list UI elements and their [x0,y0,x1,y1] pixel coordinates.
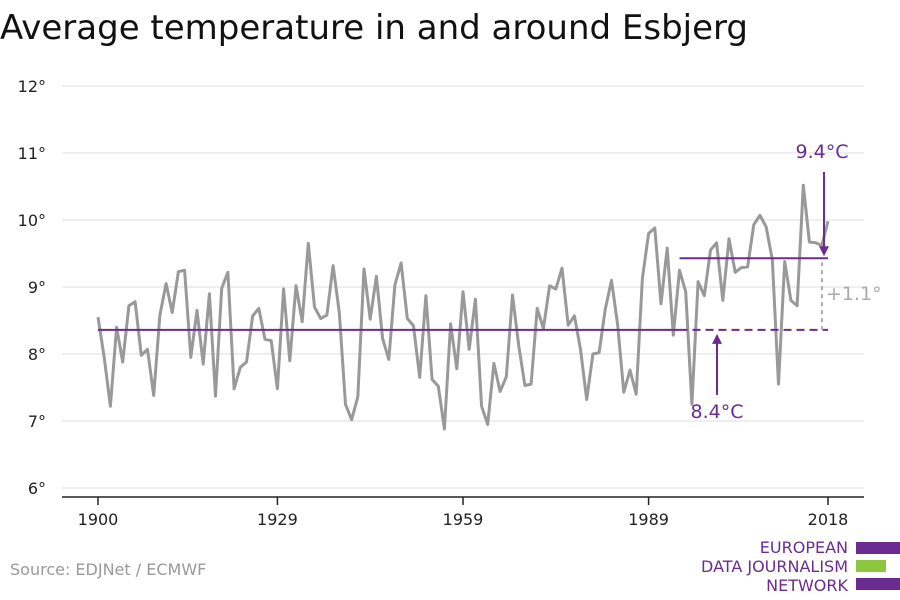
line-chart: 6° 7° 8° 9° 10° 11° 12° 1900 1929 1959 1989 2018 +… [18,77,882,529]
series-layer [96,183,830,431]
baseline-average-arrowhead [712,333,722,344]
x-tick-label-1900: 1900 [78,510,119,529]
x-tick-label-1929: 1929 [257,510,298,529]
difference-label: +1.1° [826,283,882,305]
source-note: Source: EDJNet / ECMWF [10,560,207,579]
baseline-average-label: 8.4°C [691,401,744,423]
y-tick-label-8: 8° [28,345,46,364]
y-tick-label-9: 9° [28,278,46,297]
x-tick-label-1989: 1989 [628,510,669,529]
logo-bar-purple-top [856,542,900,554]
temperature-series-line [96,183,830,431]
recent-average-arrowhead [819,246,829,257]
y-tick-label-6: 6° [28,479,46,498]
x-axis: 1900 1929 1959 1989 2018 [62,496,864,529]
recent-average-label: 9.4°C [796,141,849,163]
logo-line-1: EUROPEAN [759,538,848,557]
annotations-layer: +1.1° 9.4°C 8.4°C [98,141,882,423]
chart-title: Average temperature in and around Esbjer… [0,8,748,48]
y-tick-label-7: 7° [28,412,46,431]
y-tick-label-10: 10° [18,211,46,230]
y-tick-label-11: 11° [18,144,46,163]
logo-line-2: DATA JOURNALISM [701,557,848,576]
x-tick-label-2018: 2018 [808,510,849,529]
logo-line-3: NETWORK [766,576,848,595]
logo-bar-purple-bottom [856,578,900,590]
y-axis-ticks: 6° 7° 8° 9° 10° 11° 12° [18,77,46,498]
y-tick-label-12: 12° [18,77,46,96]
x-tick-label-1959: 1959 [443,510,484,529]
logo-bar-green [856,560,886,572]
edjnet-logo: EUROPEAN DATA JOURNALISM NETWORK [700,538,900,596]
grid-lines [62,85,864,489]
